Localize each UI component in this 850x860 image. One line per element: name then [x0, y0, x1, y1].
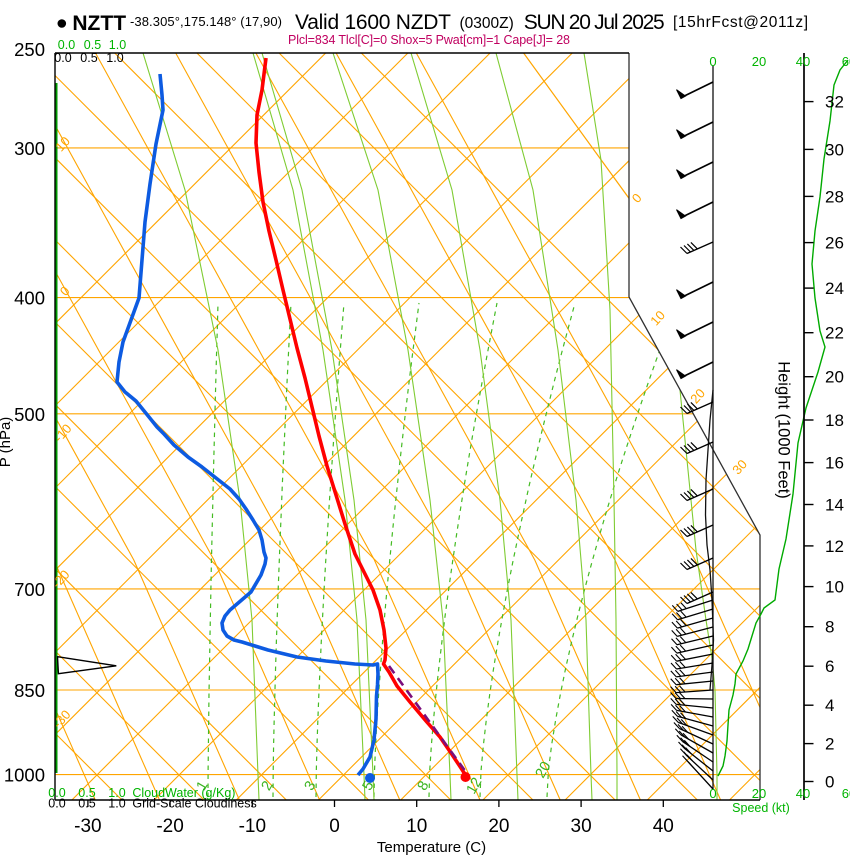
svg-text:30: 30: [571, 816, 592, 837]
svg-text:28: 28: [825, 187, 844, 206]
svg-text:20: 20: [825, 368, 844, 387]
svg-text:Plcl=834 Tlcl[C]=0 Shox=5 Pwat: Plcl=834 Tlcl[C]=0 Shox=5 Pwat[cm]=1 Cap…: [288, 33, 570, 47]
svg-text:40: 40: [796, 786, 810, 801]
svg-text:10: 10: [406, 816, 427, 837]
svg-text:32: 32: [825, 93, 844, 112]
svg-text:8: 8: [825, 618, 834, 637]
svg-text:0: 0: [709, 54, 716, 69]
svg-text:850: 850: [14, 680, 45, 701]
svg-text:0.0: 0.0: [54, 51, 71, 65]
svg-text:20: 20: [488, 816, 509, 837]
svg-text:-30: -30: [74, 816, 101, 837]
svg-text:30: 30: [825, 140, 844, 159]
svg-text:0: 0: [329, 816, 340, 837]
svg-text:300: 300: [14, 138, 45, 159]
svg-text:20: 20: [752, 54, 766, 69]
svg-text:0.0: 0.0: [58, 38, 75, 52]
svg-text:60: 60: [842, 54, 850, 69]
svg-text:SUN 20 Jul 2025: SUN 20 Jul 2025: [524, 11, 665, 34]
svg-text:0.5: 0.5: [84, 38, 101, 52]
svg-text:Valid 1600 NZDT: Valid 1600 NZDT: [295, 11, 451, 34]
svg-text:1000: 1000: [4, 765, 45, 786]
svg-text:2: 2: [825, 735, 834, 754]
svg-text:500: 500: [14, 404, 45, 425]
svg-text:Grid-Scale Cloudiness: Grid-Scale Cloudiness: [132, 797, 256, 811]
svg-text:1.0: 1.0: [108, 797, 125, 811]
svg-text:60: 60: [842, 786, 850, 801]
svg-text:18: 18: [825, 411, 844, 430]
svg-text:-10: -10: [239, 816, 266, 837]
svg-text:40: 40: [796, 54, 810, 69]
svg-text:[15hrFcst@2011z]: [15hrFcst@2011z]: [673, 14, 808, 31]
svg-text:NZTT: NZTT: [72, 12, 126, 35]
svg-text:20: 20: [533, 759, 555, 781]
svg-text:0.0: 0.0: [48, 797, 65, 811]
svg-text:14: 14: [825, 496, 844, 515]
svg-text:0.5: 0.5: [80, 51, 97, 65]
svg-text:0: 0: [709, 786, 716, 801]
svg-text:40: 40: [653, 816, 674, 837]
svg-text:Temperature (C): Temperature (C): [377, 839, 486, 856]
svg-text:0: 0: [825, 773, 834, 792]
svg-text:-20: -20: [156, 816, 183, 837]
svg-text:0.5: 0.5: [78, 786, 95, 800]
svg-text:Speed (kt): Speed (kt): [732, 801, 790, 815]
svg-text:(0300Z): (0300Z): [460, 15, 514, 32]
svg-text:6: 6: [825, 657, 834, 676]
svg-text:250: 250: [14, 39, 45, 60]
svg-text:24: 24: [825, 279, 844, 298]
svg-text:0.0: 0.0: [48, 786, 65, 800]
svg-text:-38.305°,175.148° (17,90): -38.305°,175.148° (17,90): [130, 14, 282, 29]
svg-text:12: 12: [825, 537, 844, 556]
svg-text:26: 26: [825, 234, 844, 253]
svg-text:P (hPa): P (hPa): [0, 417, 14, 468]
svg-text:16: 16: [825, 454, 844, 473]
svg-text:1.0: 1.0: [108, 786, 125, 800]
svg-text:22: 22: [825, 324, 844, 343]
svg-text:0.5: 0.5: [78, 797, 95, 811]
svg-text:Height (1000 Feet): Height (1000 Feet): [775, 361, 793, 499]
svg-text:20: 20: [752, 786, 766, 801]
svg-text:12: 12: [464, 775, 486, 797]
svg-text:1.0: 1.0: [106, 51, 123, 65]
svg-text:CloudWater (g/Kg): CloudWater (g/Kg): [132, 786, 235, 800]
svg-text:10: 10: [825, 578, 844, 597]
svg-text:400: 400: [14, 288, 45, 309]
svg-text:4: 4: [825, 696, 834, 715]
svg-text:700: 700: [14, 579, 45, 600]
svg-text:1.0: 1.0: [109, 38, 126, 52]
